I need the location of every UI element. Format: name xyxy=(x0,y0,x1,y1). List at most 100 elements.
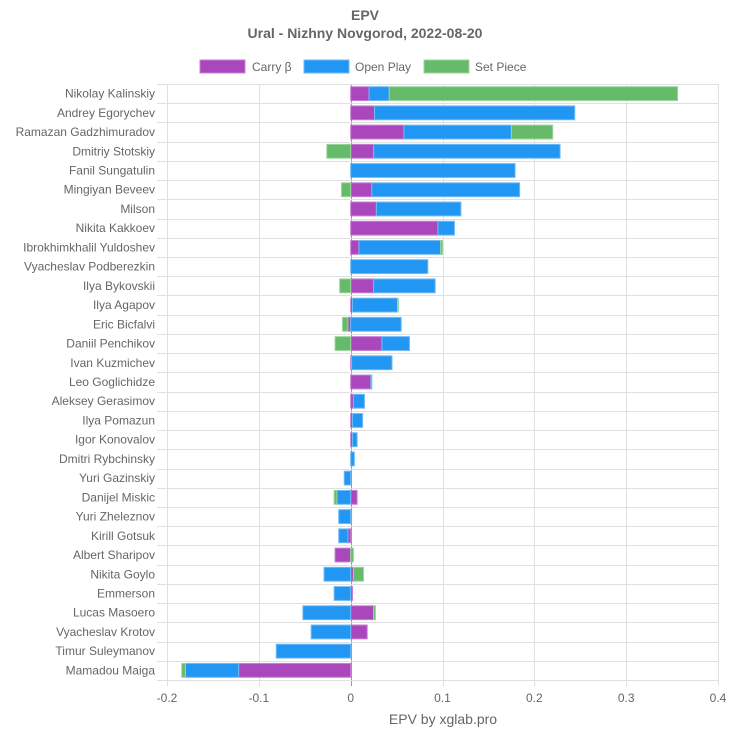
bar-open-play[interactable] xyxy=(350,451,355,467)
bar-open-play[interactable] xyxy=(351,355,393,371)
bar-group xyxy=(350,105,576,121)
x-axis-title: EPV by xglab.pro xyxy=(389,711,497,727)
bar-open-play[interactable] xyxy=(403,124,512,140)
bar-carry[interactable] xyxy=(350,143,375,159)
bar-open-play[interactable] xyxy=(338,509,352,525)
bar-group xyxy=(338,528,352,544)
legend-item-set-piece[interactable]: Set Piece xyxy=(423,59,527,74)
bar-set-piece[interactable] xyxy=(373,605,376,621)
bar-set-piece[interactable] xyxy=(340,182,352,198)
bar-open-play[interactable] xyxy=(375,201,462,217)
bar-group xyxy=(350,86,679,102)
bar-open-play[interactable] xyxy=(336,489,352,505)
bar-open-play[interactable] xyxy=(184,662,240,678)
bar-group xyxy=(334,547,354,563)
bar-group xyxy=(350,355,393,371)
bar-open-play[interactable] xyxy=(350,316,402,332)
legend-label-carry: Carry β xyxy=(252,60,292,74)
bar-open-play[interactable] xyxy=(371,182,521,198)
bar-open-play[interactable] xyxy=(352,297,399,313)
bar-group xyxy=(341,316,402,332)
bar-set-piece[interactable] xyxy=(350,547,354,563)
bar-open-play[interactable] xyxy=(350,163,516,178)
bar-group xyxy=(334,336,410,351)
bar-group xyxy=(350,239,443,255)
category-label: Ilya Pomazun xyxy=(82,413,155,427)
category-label: Lucas Masoero xyxy=(73,606,155,620)
bar-carry[interactable] xyxy=(334,547,352,563)
bar-carry[interactable] xyxy=(350,336,383,351)
category-label: Leo Goglichidze xyxy=(69,375,155,389)
grid xyxy=(157,84,719,686)
bar-set-piece[interactable] xyxy=(510,124,554,140)
bar-open-play[interactable] xyxy=(352,432,358,448)
bar-carry[interactable] xyxy=(350,86,370,102)
bar-open-play[interactable] xyxy=(373,143,561,159)
bar-open-play[interactable] xyxy=(323,566,352,582)
bar-open-play[interactable] xyxy=(381,336,410,351)
bar-open-play[interactable] xyxy=(368,86,390,102)
bar-set-piece[interactable] xyxy=(388,86,679,102)
bar-carry[interactable] xyxy=(350,489,358,505)
bar-set-piece[interactable] xyxy=(333,489,338,505)
bar-group xyxy=(302,605,376,621)
legend-item-carry[interactable]: Carry β xyxy=(199,59,292,74)
bar-open-play[interactable] xyxy=(370,374,373,390)
category-label: Nikita Kakkoev xyxy=(76,221,155,235)
bar-carry[interactable] xyxy=(350,239,360,255)
bar-carry[interactable] xyxy=(350,605,375,621)
bar-open-play[interactable] xyxy=(437,220,455,236)
bar-group xyxy=(350,297,399,313)
bar-carry[interactable] xyxy=(238,662,352,678)
bar-open-play[interactable] xyxy=(358,239,442,255)
bar-group xyxy=(333,586,354,601)
bar-carry[interactable] xyxy=(350,182,373,198)
bar-set-piece[interactable] xyxy=(334,336,352,351)
bar-group xyxy=(350,220,455,236)
bar-open-play[interactable] xyxy=(302,605,352,621)
category-label: Vyacheslav Krotov xyxy=(56,625,155,639)
bar-carry[interactable] xyxy=(350,220,439,236)
legend-swatch-set-piece xyxy=(423,59,470,74)
bar-group xyxy=(350,393,365,409)
bar-group xyxy=(323,566,365,582)
bar-set-piece[interactable] xyxy=(341,316,349,332)
bar-carry[interactable] xyxy=(350,374,372,390)
bar-open-play[interactable] xyxy=(338,528,349,544)
category-label: Emmerson xyxy=(97,586,155,600)
bar-carry[interactable] xyxy=(350,624,368,640)
bar-group xyxy=(181,662,352,678)
bar-open-play[interactable] xyxy=(350,259,429,275)
legend-item-open-play[interactable]: Open Play xyxy=(303,59,411,74)
bar-group xyxy=(326,143,561,159)
bar-open-play[interactable] xyxy=(374,105,576,121)
bar-carry[interactable] xyxy=(350,105,376,121)
chart-subtitle: Ural - Nizhny Novgorod, 2022-08-20 xyxy=(248,25,483,41)
bar-set-piece[interactable] xyxy=(440,239,443,255)
bar-group xyxy=(333,489,358,505)
category-label: Dmitriy Stotskiy xyxy=(72,144,155,158)
bar-open-play[interactable] xyxy=(352,413,364,428)
bar-group xyxy=(350,201,462,217)
bar-open-play[interactable] xyxy=(343,470,352,486)
bar-carry[interactable] xyxy=(350,201,377,217)
bar-group xyxy=(350,374,373,390)
category-label: Yuri Gazinskiy xyxy=(79,471,155,485)
bar-set-piece[interactable] xyxy=(181,662,186,678)
category-label: Ivan Kuzmichev xyxy=(70,356,155,370)
bar-group xyxy=(310,624,368,640)
bar-set-piece[interactable] xyxy=(339,278,352,294)
bar-group xyxy=(350,432,358,448)
category-label: Ramazan Gadzhimuradov xyxy=(16,125,155,139)
bar-carry[interactable] xyxy=(350,124,405,140)
category-label: Dmitri Rybchinsky xyxy=(59,452,155,466)
bar-open-play[interactable] xyxy=(275,643,352,659)
bar-set-piece[interactable] xyxy=(397,297,399,313)
bar-carry[interactable] xyxy=(350,278,375,294)
bar-set-piece[interactable] xyxy=(352,566,365,582)
bar-open-play[interactable] xyxy=(310,624,352,640)
bar-open-play[interactable] xyxy=(333,586,352,601)
bar-set-piece[interactable] xyxy=(326,143,352,159)
bar-open-play[interactable] xyxy=(352,393,365,409)
bar-open-play[interactable] xyxy=(373,278,436,294)
